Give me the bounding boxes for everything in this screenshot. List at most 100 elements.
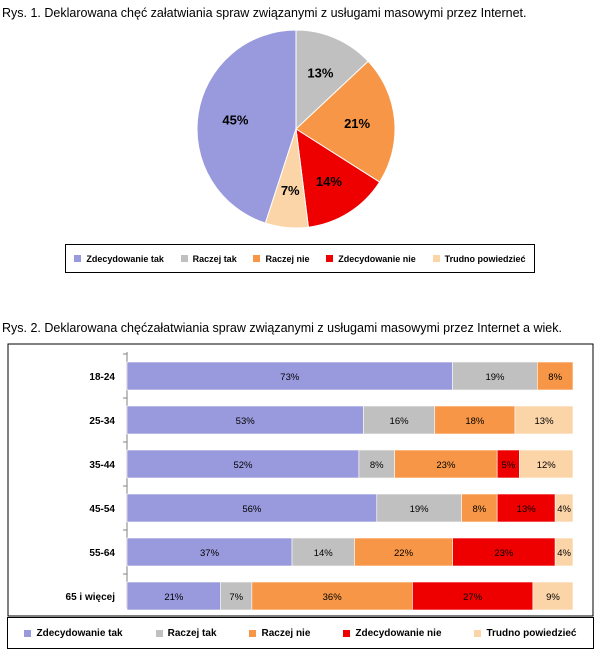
bar-segment [126,493,378,523]
bar-value-label: 13% [517,504,537,515]
bar-value-label: 16% [390,416,410,427]
bar-value-label: 13% [535,416,555,427]
bar-segment [537,361,574,391]
legend-label: Zdecydowanie nie [355,627,442,639]
legend-item: Trudno powiedzieć [474,627,577,639]
bar-segment [412,581,534,611]
bar-value-label: 21% [164,592,184,603]
figure-1-title: Rys. 1. Deklarowana chęć załatwiania spr… [2,6,527,20]
bar-value-label: 53% [236,416,256,427]
legend-swatch [326,255,334,262]
bar-segment [376,493,462,523]
bar-value-label: 19% [485,372,505,383]
bar-segment [532,581,574,611]
legend-swatch [474,629,482,637]
figure-2-title: Rys. 2. Deklarowana chęćzałatwiania spra… [2,321,562,335]
legend-item: Trudno powiedzieć [432,253,526,264]
pie-legend: Zdecydowanie tak Raczej tak Raczej nie Z… [65,244,535,273]
bar-value-label: 14% [314,548,334,559]
category-label: 45-54 [89,504,115,515]
bar-value-label: 52% [233,460,253,471]
pie-slice-label: 7% [281,183,300,198]
legend-item: Raczej nie [249,628,310,639]
bar-segment [358,449,395,479]
legend-label: Raczej nie [265,253,310,264]
bar-segment [126,537,293,567]
bar-segment [126,581,221,611]
bar-segment [496,493,556,523]
category-label: 65 i więcej [66,592,116,603]
bar-value-label: 23% [494,548,514,559]
bar-segment [354,537,453,567]
bar-segment [126,449,360,479]
pie-slice [295,60,396,183]
bar-segment [554,537,574,567]
pie-slice-label: 45% [222,112,248,127]
pie-chart: 45% 13% 21% 14% 7% [196,29,396,229]
bar-value-label: 12% [537,460,557,471]
bar-segment [251,581,413,611]
legend-item: Zdecydowanie tak [74,254,164,264]
bar-segment [291,537,355,567]
bar-value-label: 19% [410,504,430,515]
bar-value-label: 9% [546,592,560,603]
legend-item: Raczej tak [180,253,237,264]
legend-swatch [74,255,82,262]
bar-value-label: 23% [436,460,456,471]
legend-label: Raczej tak [167,627,217,639]
legend-label: Zdecydowanie tak [36,627,123,639]
bar-value-label: 37% [200,548,220,559]
category-label: 35-44 [89,460,115,471]
legend-swatch [24,629,32,637]
pie-slice-label: 21% [344,116,370,131]
legend-item: Raczej nie [253,253,310,264]
bar-value-label: 4% [557,504,571,515]
bar-value-label: 7% [229,592,243,603]
bar-segment [452,537,556,567]
bar-segment [514,405,574,435]
legend-item: Zdecydowanie tak [24,627,123,639]
bar-value-label: 8% [370,460,384,471]
legend-swatch [432,255,440,262]
pie-slice-label: 13% [307,66,333,81]
legend-swatch [180,255,188,262]
bar-value-label: 18% [465,416,485,427]
bar-value-label: 8% [548,372,562,383]
bar-segment [220,581,253,611]
legend-swatch [253,255,261,262]
legend-swatch [249,629,257,637]
bar-value-label: 5% [501,460,515,471]
pie-slice [295,29,369,131]
bar-segment [394,449,498,479]
legend-label: Trudno powiedzieć [486,627,577,639]
legend-label: Trudno powiedzieć [444,253,526,264]
bar-value-label: 22% [394,548,414,559]
bar-value-label: 27% [463,592,483,603]
category-label: 25-34 [89,416,115,427]
bar-segment [434,405,516,435]
bar-segment [554,493,574,523]
bar-segment [363,405,436,435]
legend-label: Zdecydowanie nie [338,253,416,264]
bar-value-label: 73% [280,372,300,383]
bar-value-label: 56% [242,504,262,515]
bar-legend: Zdecydowanie tak Raczej tak Raczej nie Z… [7,617,594,649]
legend-label: Zdecydowanie tak [86,253,164,264]
pie-slice [196,29,297,224]
legend-item: Zdecydowanie nie [343,627,442,639]
legend-swatch [155,629,163,637]
legend-label: Raczej nie [261,627,311,639]
bar-value-label: 8% [472,504,486,515]
bar-value-label: 36% [323,592,343,603]
bar-segment [519,449,574,479]
pie-slice-label: 14% [316,174,342,189]
category-label: 55-64 [89,548,115,559]
bar-value-label: 4% [557,548,571,559]
pie-slice [295,128,381,228]
bar-segment [452,361,538,391]
category-label: 18-24 [89,372,115,383]
legend-item: Raczej tak [155,627,217,639]
legend-label: Raczej tak [192,253,237,264]
bar-segment [126,405,364,435]
